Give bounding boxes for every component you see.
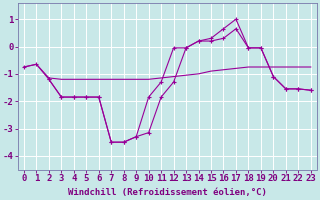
X-axis label: Windchill (Refroidissement éolien,°C): Windchill (Refroidissement éolien,°C) bbox=[68, 188, 267, 197]
